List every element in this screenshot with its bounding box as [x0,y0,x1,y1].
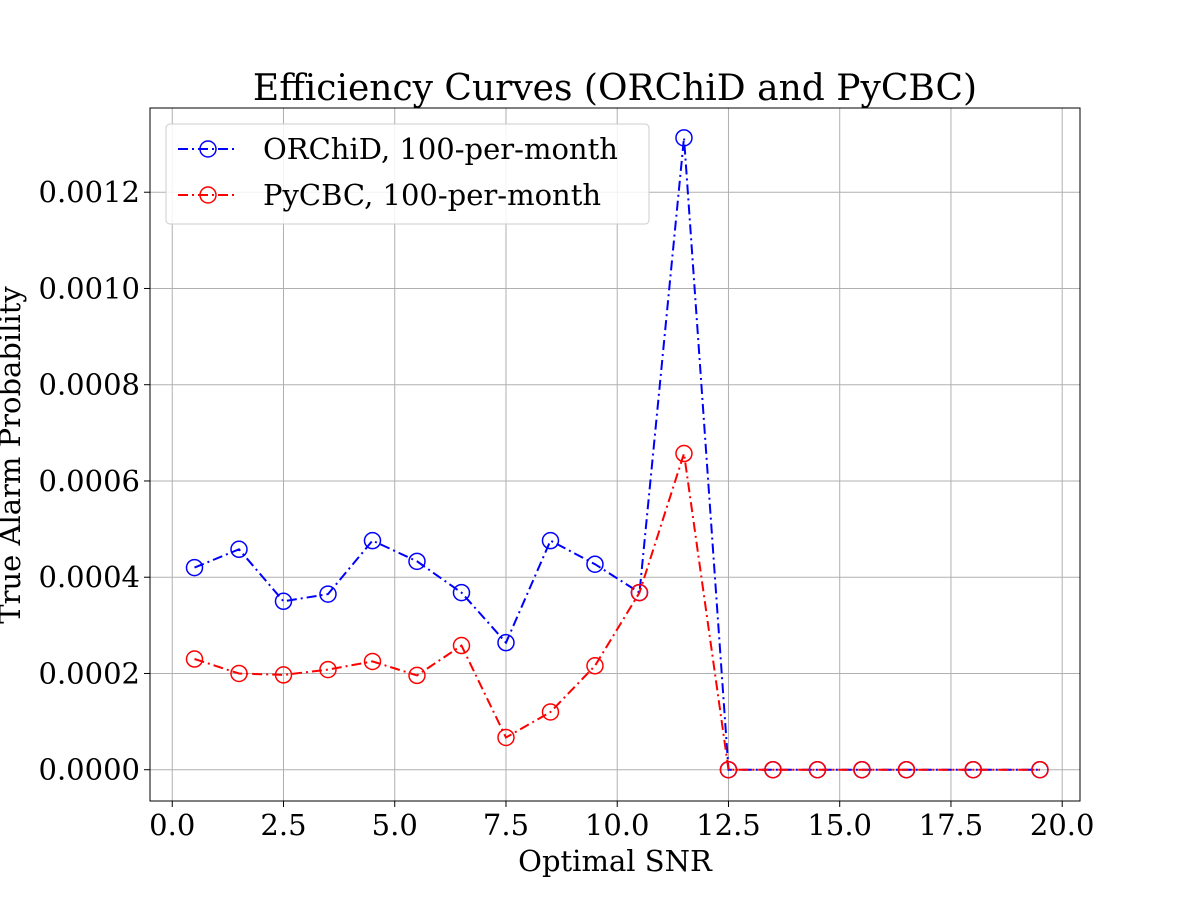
data-point [363,531,382,550]
data-point [586,657,604,675]
data-point [274,592,293,611]
legend: ORChiD, 100-per-month PyCBC, 100-per-mont… [165,123,650,225]
data-point [675,129,693,147]
x-axis-label: Optimal SNR [518,844,713,878]
data-point [497,633,515,652]
legend-box [165,123,650,225]
x-tick-label: 20.0 [1030,808,1095,842]
data-point [964,760,982,779]
data-point [853,760,871,779]
series-pycbc [185,444,1049,779]
y-tick-label: 0.0006 [39,464,140,498]
data-point [408,666,426,685]
series-layer [185,129,1049,779]
data-point [230,664,248,683]
y-tick-label: 0.0012 [39,175,140,209]
data-point [497,728,515,747]
data-point [408,552,426,571]
y-tick-label: 0.0008 [39,368,140,402]
grid [150,108,1080,801]
x-tick-label: 5.0 [372,808,418,842]
data-point [586,555,604,573]
y-axis: 0.0000 0.0002 0.0004 0.0006 0.0008 0.0010 0.00… [39,175,150,787]
x-tick-label: 12.5 [696,808,761,842]
data-point [363,652,382,671]
legend-marker [199,186,217,204]
x-tick-label: 17.5 [919,808,984,842]
data-point [897,760,916,779]
y-tick-label: 0.0004 [39,560,140,594]
y-tick-label: 0.0010 [39,271,140,305]
y-axis-label: True Alarm Probability [0,286,27,624]
data-point [675,444,693,463]
data-point [719,760,738,779]
data-point [541,531,560,550]
data-point [185,558,204,577]
data-point [319,585,337,603]
series-line [194,453,1040,771]
data-point [541,703,560,721]
data-point [319,660,337,679]
x-tick-label: 7.5 [483,808,529,842]
data-point [1031,760,1049,779]
x-axis: 0.0 2.5 5.0 7.5 10.0 12.5 15.0 17.5 20.0 [149,801,1094,842]
x-tick-label: 2.5 [260,808,306,842]
data-point [452,636,471,655]
legend-marker [199,140,217,158]
y-tick-label: 0.0000 [39,753,140,787]
legend-label: PyCBC, 100-per-month [263,178,601,212]
x-tick-label: 10.0 [585,808,650,842]
legend-label: ORChiD, 100-per-month [263,132,618,166]
chart-title: Efficiency Curves (ORChiD and PyCBC) [253,68,977,109]
data-point [185,650,204,668]
y-tick-label: 0.0002 [39,656,140,690]
data-point [764,760,782,779]
data-point [630,583,649,602]
data-point [808,760,827,779]
data-point [230,540,248,559]
x-tick-label: 0.0 [149,808,195,842]
data-point [274,666,293,684]
data-point [452,583,471,602]
plot-frame [149,107,1081,802]
x-tick-label: 15.0 [807,808,872,842]
